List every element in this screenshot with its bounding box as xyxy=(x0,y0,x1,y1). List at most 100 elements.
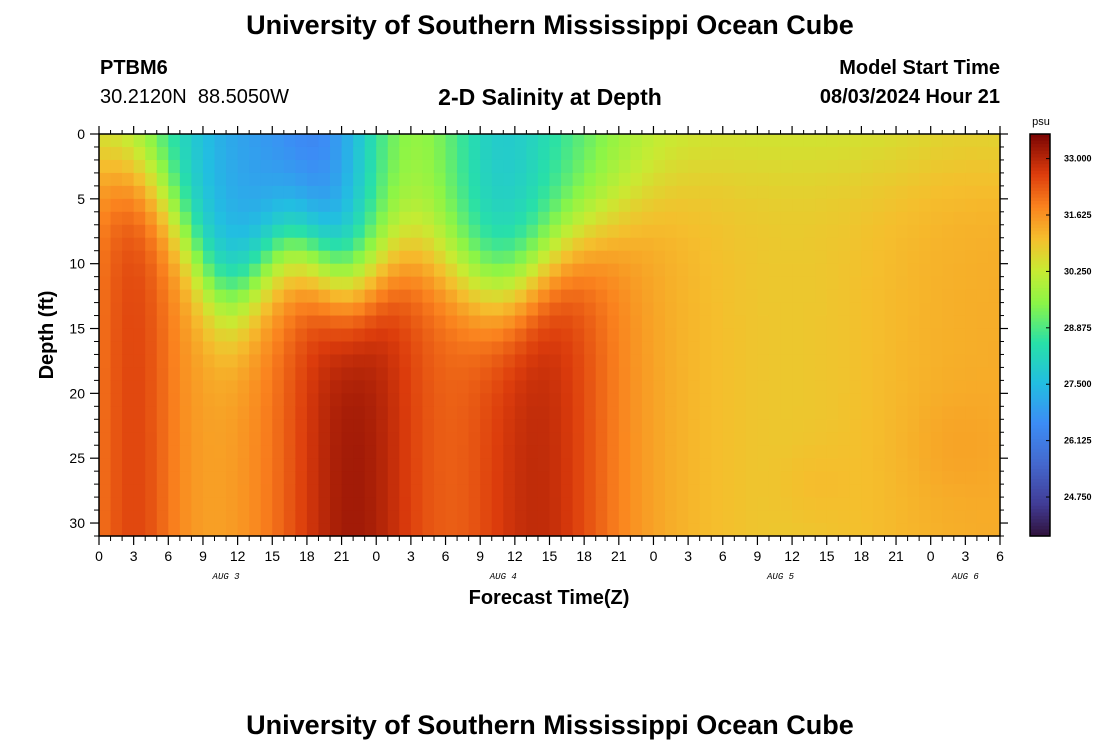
colorbar-segment xyxy=(1030,201,1050,205)
colorbar-segment xyxy=(1030,525,1050,530)
heatmap-cell xyxy=(930,510,943,524)
heatmap-cell xyxy=(295,250,308,265)
heatmap-cell xyxy=(99,406,112,420)
heatmap-cell xyxy=(214,289,227,304)
footer-title: University of Southern Mississippi Ocean… xyxy=(246,710,854,740)
heatmap-cell xyxy=(353,328,366,343)
colorbar-segment xyxy=(1030,237,1050,242)
heatmap-cell xyxy=(422,497,435,511)
x-tick-label: 21 xyxy=(334,548,350,564)
heatmap-cell xyxy=(803,510,816,524)
heatmap-cell xyxy=(734,406,747,420)
heatmap-cell xyxy=(457,263,470,278)
heatmap-cell xyxy=(99,432,112,446)
heatmap-cell xyxy=(595,276,608,291)
heatmap-cell xyxy=(364,406,377,420)
heatmap-cell xyxy=(768,211,782,226)
heatmap-cell xyxy=(468,315,481,330)
heatmap-cell xyxy=(803,484,816,498)
heatmap-cell xyxy=(815,211,828,226)
heatmap-cell xyxy=(780,289,793,304)
heatmap-cell xyxy=(99,302,112,317)
heatmap-cell xyxy=(353,445,366,459)
heatmap-cell xyxy=(295,172,308,187)
heatmap-cell xyxy=(318,445,331,459)
heatmap-cell xyxy=(318,198,331,213)
heatmap-cell xyxy=(595,237,608,252)
heatmap-cell xyxy=(803,134,816,148)
heatmap-cell xyxy=(295,185,308,200)
heatmap-cell xyxy=(202,159,216,174)
heatmap-cell xyxy=(387,471,400,485)
heatmap-cell xyxy=(168,432,181,446)
heatmap-cell xyxy=(387,211,400,226)
heatmap-cell xyxy=(607,134,620,148)
heatmap-cell xyxy=(711,471,724,485)
heatmap-cell xyxy=(815,393,828,407)
heatmap-cell xyxy=(745,406,759,420)
heatmap-cell xyxy=(214,185,227,200)
heatmap-cell xyxy=(457,484,470,498)
heatmap-cell xyxy=(641,432,655,446)
heatmap-cell xyxy=(272,263,285,278)
heatmap-cell xyxy=(145,328,158,343)
heatmap-cell xyxy=(110,523,123,537)
heatmap-cell xyxy=(191,250,204,265)
heatmap-cell xyxy=(780,471,793,485)
heatmap-cell xyxy=(376,302,389,317)
heatmap-cell xyxy=(896,185,909,200)
heatmap-cell xyxy=(491,471,504,485)
x-tick-label: 21 xyxy=(888,548,904,564)
heatmap-cell xyxy=(930,159,943,174)
heatmap-cell xyxy=(780,406,793,420)
heatmap-cell xyxy=(306,224,320,239)
heatmap-cell xyxy=(179,302,193,317)
heatmap-cell xyxy=(618,497,631,511)
heatmap-cell xyxy=(237,484,250,498)
heatmap-cell xyxy=(133,315,146,330)
heatmap-cell xyxy=(341,289,354,304)
heatmap-cell xyxy=(641,484,655,498)
heatmap-cell xyxy=(272,159,285,174)
heatmap-cell xyxy=(202,237,216,252)
heatmap-cell xyxy=(953,289,966,304)
heatmap-cell xyxy=(341,458,354,472)
heatmap-cell xyxy=(757,341,770,356)
heatmap-cell xyxy=(445,458,458,472)
heatmap-cell xyxy=(561,341,574,356)
heatmap-cell xyxy=(179,224,193,239)
heatmap-cell xyxy=(110,380,123,394)
heatmap-cell xyxy=(849,263,862,278)
heatmap-cell xyxy=(653,484,666,498)
heatmap-cell xyxy=(191,471,204,485)
heatmap-cell xyxy=(249,263,262,278)
heatmap-cell xyxy=(168,302,181,317)
heatmap-cell xyxy=(191,406,204,420)
heatmap-cell xyxy=(595,211,608,226)
heatmap-cell xyxy=(480,341,493,356)
heatmap-cell xyxy=(237,445,250,459)
heatmap-cell xyxy=(514,341,527,356)
heatmap-cell xyxy=(457,367,470,381)
heatmap-cell xyxy=(376,458,389,472)
model-start-time: 08/03/2024 Hour 21 xyxy=(819,86,1000,108)
heatmap-cell xyxy=(665,134,678,148)
heatmap-cell xyxy=(757,406,770,420)
heatmap-cell xyxy=(768,250,782,265)
heatmap-cell xyxy=(768,134,782,148)
heatmap-cell xyxy=(237,146,250,161)
heatmap-cell xyxy=(168,328,181,343)
heatmap-cell xyxy=(491,315,504,330)
heatmap-cell xyxy=(734,250,747,265)
heatmap-cell xyxy=(433,237,447,252)
x-tick-label: 6 xyxy=(996,548,1004,564)
heatmap-cell xyxy=(757,497,770,511)
heatmap-cell xyxy=(202,263,216,278)
heatmap-cell xyxy=(919,354,932,369)
heatmap-cell xyxy=(745,263,759,278)
heatmap-cell xyxy=(537,432,551,446)
heatmap-cell xyxy=(561,484,574,498)
heatmap-cell xyxy=(480,315,493,330)
heatmap-cell xyxy=(341,198,354,213)
heatmap-cell xyxy=(965,172,978,187)
